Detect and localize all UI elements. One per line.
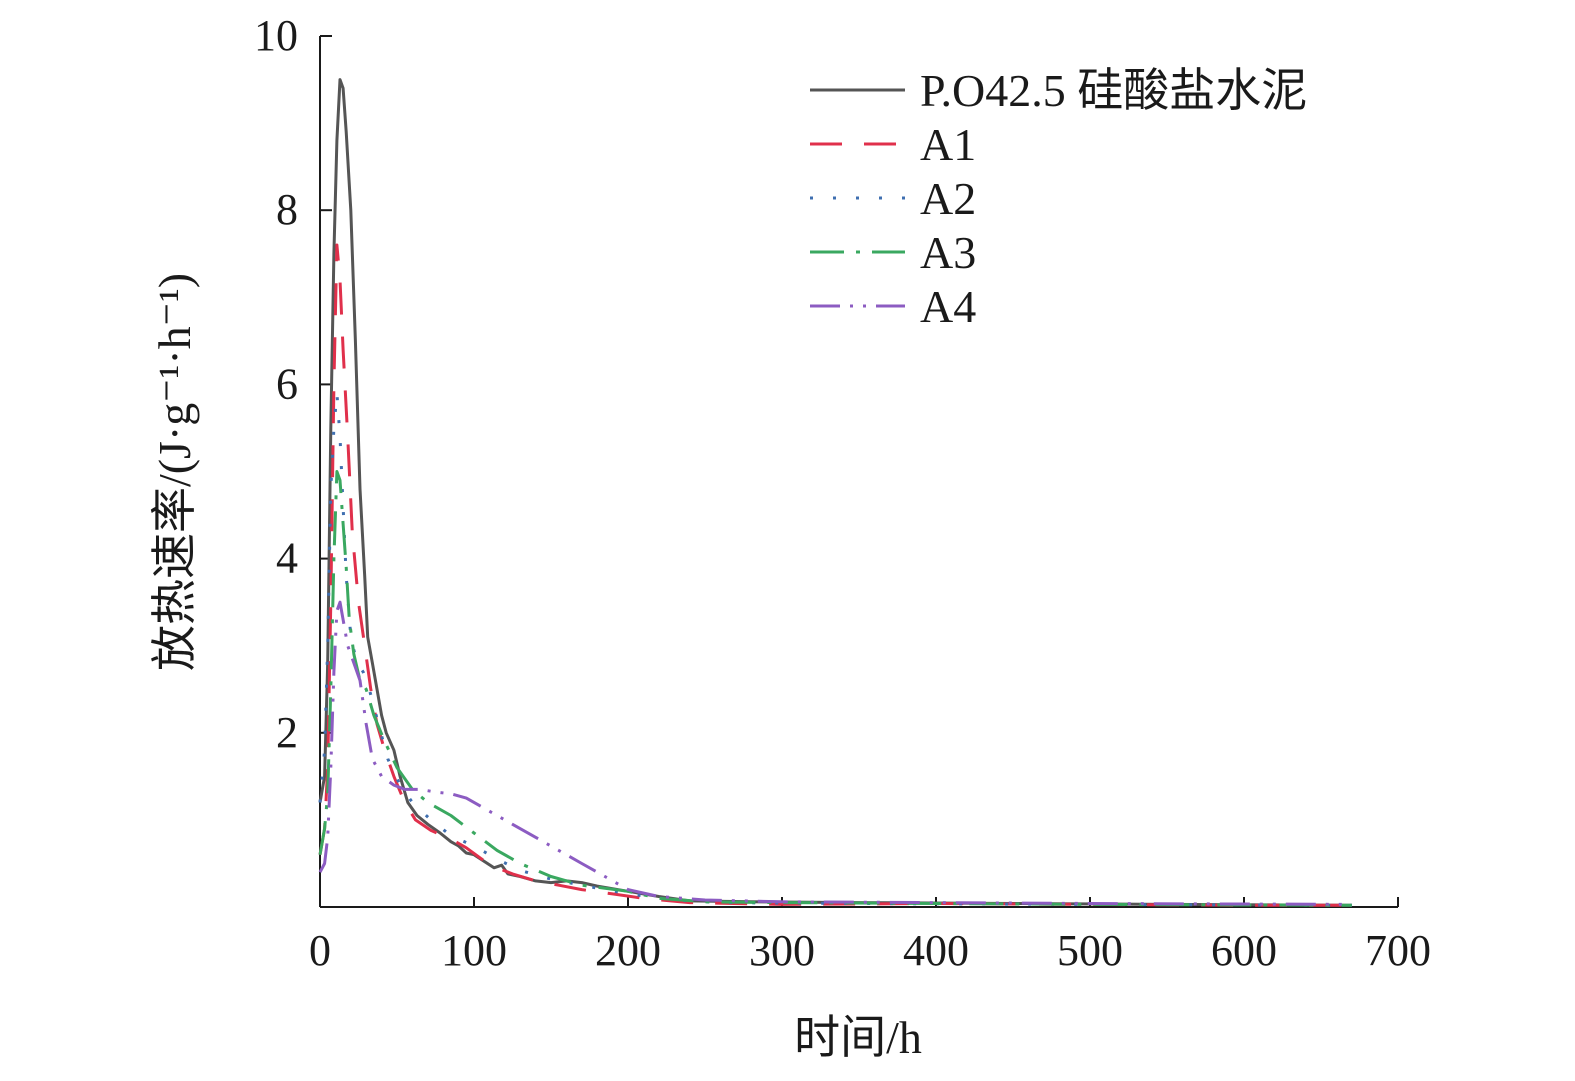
legend-label-4: A4 (920, 281, 976, 332)
x-tick-label: 600 (1211, 926, 1277, 975)
y-tick-label: 2 (276, 708, 298, 757)
series-lines (318, 78, 1352, 907)
x-axis-title: 时间/h (794, 1012, 922, 1063)
x-tick-label: 100 (441, 926, 507, 975)
y-tick-label: 10 (254, 11, 298, 60)
series-line-0 (318, 78, 1352, 907)
x-tick-label: 700 (1365, 926, 1431, 975)
series-line-3 (318, 470, 1352, 907)
y-tick-label: 6 (276, 359, 298, 408)
series-line-2 (318, 391, 1352, 907)
x-tick-label: 500 (1057, 926, 1123, 975)
y-axis-title: 放热速率/(J·g⁻¹·h⁻¹) (149, 273, 200, 671)
tick-marks: 0 100 200 300 400 500 600 700 2 4 6 8 10 (254, 11, 1431, 975)
legend-label-2: A2 (920, 173, 976, 224)
x-tick-label: 200 (595, 926, 661, 975)
legend-label-3: A3 (920, 227, 976, 278)
axes (319, 36, 1398, 908)
x-tick-label: 300 (749, 926, 815, 975)
x-tick-label: 0 (309, 926, 331, 975)
y-tick-label: 8 (276, 185, 298, 234)
series-line-1 (318, 243, 1352, 907)
series-line-4 (318, 600, 1352, 906)
y-tick-label: 4 (276, 534, 298, 583)
x-tick-label: 400 (903, 926, 969, 975)
legend-label-1: A1 (920, 119, 976, 170)
legend-label-0: P.O42.5 硅酸盐水泥 (920, 65, 1307, 116)
